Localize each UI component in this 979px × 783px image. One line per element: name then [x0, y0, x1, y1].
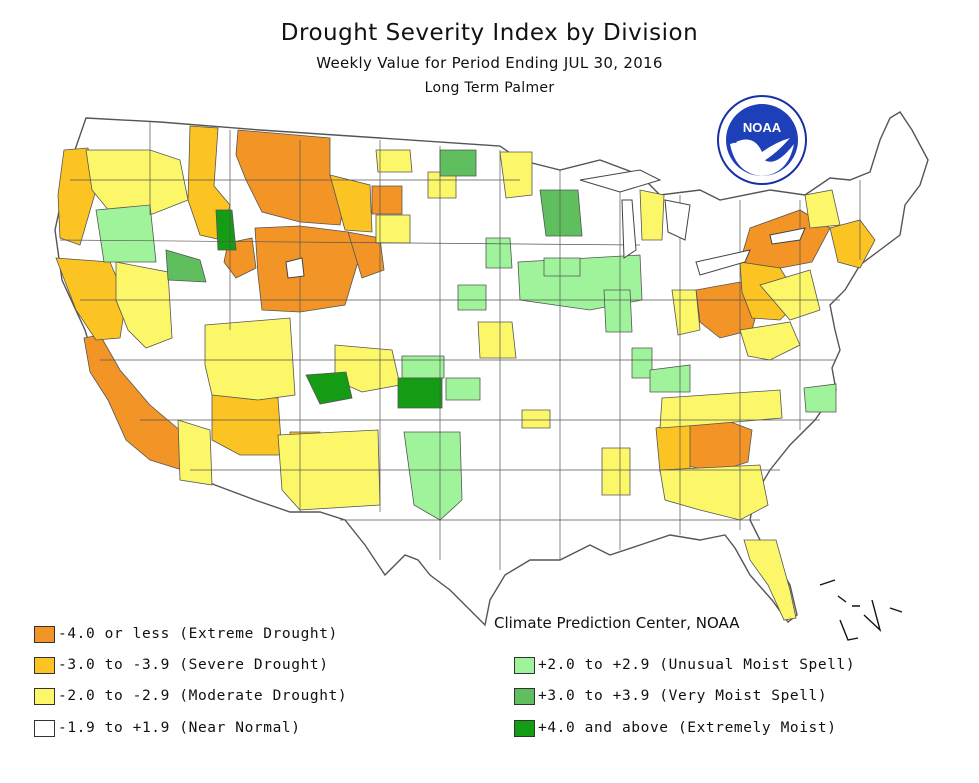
great-lakes: [285, 169, 806, 279]
region-az-south: [177, 419, 213, 486]
region-ks-south: [445, 377, 481, 401]
legend-swatch: [34, 656, 55, 674]
map-subtitle: Weekly Value for Period Ending JUL 30, 2…: [316, 54, 663, 72]
region-ne-east: [477, 321, 517, 359]
region-nd-west: [375, 149, 413, 173]
legend-item-very-moist: +3.0 to +3.9 (Very Moist Spell): [514, 686, 827, 706]
moderate-drought-regions: [85, 149, 841, 621]
legend-swatch: [514, 687, 535, 705]
index-name: Long Term Palmer: [424, 80, 555, 96]
division-boundaries: [59, 122, 861, 570]
noaa-logo-icon: NOAA: [717, 95, 807, 185]
region-ks-central: [401, 355, 445, 379]
region-mt-east: [235, 129, 346, 226]
legend-label: -2.0 to -2.9 (Moderate Drought): [58, 688, 348, 704]
region-wy-east-moist: [165, 249, 207, 283]
region-ia-east: [543, 257, 581, 277]
region-fl-peninsula: [743, 539, 797, 621]
legend-label: +4.0 and above (Extremely Moist): [538, 720, 837, 736]
legend-label: -3.0 to -3.9 (Severe Drought): [58, 657, 329, 673]
region-mn-nw: [499, 151, 533, 199]
legend-swatch: [514, 719, 535, 737]
caribbean-islands: [819, 579, 903, 641]
legend-swatch: [34, 719, 55, 737]
svg-text:NOAA: NOAA: [743, 120, 782, 135]
unusual-moist-regions: [95, 204, 837, 521]
legend-label: -1.9 to +1.9 (Near Normal): [58, 720, 301, 736]
region-wa-coast: [57, 147, 97, 246]
region-ny-north: [804, 189, 841, 229]
credit-label: Climate Prediction Center, NOAA: [494, 614, 740, 632]
region-sd-east: [375, 214, 411, 244]
legend-label: +3.0 to +3.9 (Very Moist Spell): [538, 688, 828, 704]
region-il-west: [603, 289, 633, 333]
legend-label: -4.0 or less (Extreme Drought): [58, 626, 338, 642]
legend-swatch: [34, 687, 55, 705]
region-ne-central: [457, 284, 487, 311]
legend-swatch: [34, 625, 55, 643]
legend-swatch: [514, 656, 535, 674]
lake-huron: [664, 199, 691, 241]
region-nd-east: [439, 149, 477, 177]
lake-erie: [695, 249, 751, 276]
region-oh-west: [671, 289, 701, 336]
great-salt-lake: [285, 257, 305, 279]
noaa-logo: NOAA: [716, 94, 808, 190]
region-ut-south: [204, 317, 296, 401]
lake-ontario: [769, 227, 806, 245]
extreme-drought-regions: [83, 129, 831, 473]
region-sd-west: [371, 185, 403, 215]
region-or-east: [95, 204, 157, 263]
region-tx-west: [403, 431, 463, 521]
map-title: Drought Severity Index by Division: [280, 20, 699, 46]
legend-item-moderate-drought: -2.0 to -2.9 (Moderate Drought): [34, 686, 347, 706]
region-nc-east: [803, 383, 837, 413]
lake-michigan: [621, 199, 637, 259]
legend-item-extremely-moist: +4.0 and above (Extremely Moist): [514, 718, 837, 738]
region-ut-east: [305, 371, 353, 405]
lake-superior: [579, 169, 662, 193]
region-ms-al: [601, 447, 631, 496]
extremely-moist-regions: [215, 209, 443, 409]
region-mn-east: [539, 189, 583, 237]
region-ky-tn: [659, 389, 783, 429]
legend-item-unusual-moist: +2.0 to +2.9 (Unusual Moist Spell): [514, 655, 855, 675]
region-ok-east: [521, 409, 551, 429]
region-pa-central: [759, 269, 821, 321]
region-ky-west: [649, 364, 691, 393]
legend-item-extreme-drought: -4.0 or less (Extreme Drought): [34, 624, 338, 644]
legend-label: +2.0 to +2.9 (Unusual Moist Spell): [538, 657, 856, 673]
very-moist-regions: [165, 149, 583, 283]
region-ks-west: [397, 377, 443, 409]
region-mt-central: [329, 174, 373, 233]
region-wy-southwest: [254, 225, 361, 313]
region-az-nm: [211, 394, 283, 456]
legend-item-near-normal: -1.9 to +1.9 (Near Normal): [34, 718, 301, 738]
region-va-west: [739, 321, 801, 361]
region-in-south: [631, 347, 653, 379]
region-mn-south: [485, 237, 513, 269]
region-or-west: [85, 149, 189, 216]
region-mi-north: [639, 189, 665, 241]
region-id-central: [215, 209, 237, 251]
region-wy-east: [347, 231, 385, 279]
region-ny-east: [829, 219, 876, 269]
legend-item-severe-drought: -3.0 to -3.9 (Severe Drought): [34, 655, 329, 675]
